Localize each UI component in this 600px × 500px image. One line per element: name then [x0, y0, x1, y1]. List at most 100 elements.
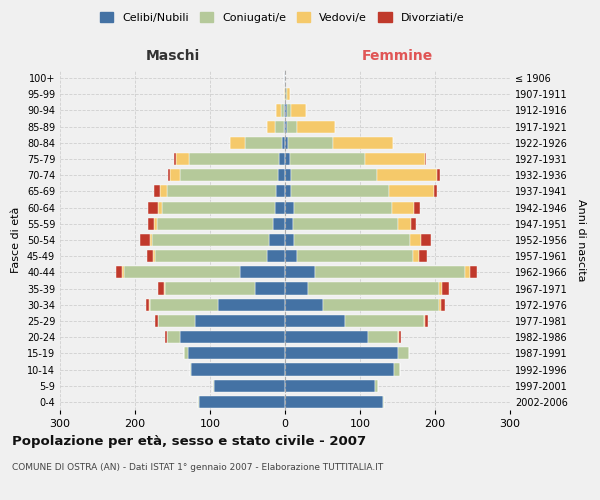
- Bar: [465, 266, 470, 278]
- Text: Femmine: Femmine: [362, 48, 433, 62]
- Bar: [269, 234, 285, 246]
- Bar: [122, 266, 124, 278]
- Bar: [158, 202, 162, 213]
- Bar: [229, 137, 245, 149]
- Bar: [290, 153, 365, 165]
- Bar: [377, 169, 437, 181]
- Bar: [333, 137, 393, 149]
- Bar: [176, 153, 189, 165]
- Text: COMUNE DI OSTRA (AN) - Dati ISTAT 1° gennaio 2007 - Elaborazione TUTTITALIA.IT: COMUNE DI OSTRA (AN) - Dati ISTAT 1° gen…: [12, 462, 383, 471]
- Bar: [297, 250, 413, 262]
- Bar: [146, 298, 149, 311]
- Bar: [267, 120, 275, 132]
- Bar: [439, 282, 442, 294]
- Bar: [285, 218, 293, 230]
- Bar: [392, 202, 414, 213]
- Bar: [157, 218, 273, 230]
- Bar: [148, 202, 158, 213]
- Bar: [285, 315, 345, 327]
- Bar: [168, 169, 170, 181]
- Bar: [275, 120, 284, 132]
- Bar: [191, 364, 285, 376]
- Legend: Celibi/Nubili, Coniugati/e, Vedovi/e, Divorziati/e: Celibi/Nubili, Coniugati/e, Vedovi/e, Di…: [95, 8, 469, 28]
- Bar: [441, 298, 445, 311]
- Bar: [275, 202, 285, 213]
- Bar: [470, 266, 477, 278]
- Bar: [284, 72, 285, 84]
- Bar: [285, 153, 290, 165]
- Bar: [285, 282, 308, 294]
- Bar: [158, 282, 164, 294]
- Bar: [399, 331, 401, 343]
- Bar: [439, 298, 441, 311]
- Bar: [282, 137, 285, 149]
- Bar: [285, 202, 294, 213]
- Bar: [367, 331, 398, 343]
- Bar: [139, 234, 150, 246]
- Bar: [285, 120, 287, 132]
- Bar: [218, 298, 285, 311]
- Bar: [154, 218, 157, 230]
- Bar: [165, 331, 167, 343]
- Bar: [189, 153, 279, 165]
- Bar: [424, 315, 425, 327]
- Bar: [413, 250, 419, 262]
- Bar: [421, 234, 431, 246]
- Bar: [375, 380, 378, 392]
- Bar: [442, 282, 449, 294]
- Bar: [285, 364, 394, 376]
- Bar: [288, 137, 333, 149]
- Bar: [167, 331, 180, 343]
- Text: Popolazione per età, sesso e stato civile - 2007: Popolazione per età, sesso e stato civil…: [12, 435, 366, 448]
- Bar: [195, 315, 285, 327]
- Bar: [287, 120, 297, 132]
- Bar: [398, 348, 409, 360]
- Bar: [165, 282, 255, 294]
- Bar: [291, 186, 389, 198]
- Bar: [154, 186, 160, 198]
- Bar: [383, 396, 384, 408]
- Bar: [419, 250, 427, 262]
- Bar: [285, 396, 383, 408]
- Bar: [410, 234, 421, 246]
- Bar: [433, 186, 437, 198]
- Bar: [267, 250, 285, 262]
- Bar: [291, 169, 377, 181]
- Bar: [273, 218, 285, 230]
- Bar: [285, 137, 288, 149]
- Y-axis label: Anni di nascita: Anni di nascita: [576, 198, 586, 281]
- Bar: [152, 234, 269, 246]
- Bar: [150, 234, 152, 246]
- Bar: [291, 104, 306, 117]
- Bar: [323, 298, 439, 311]
- Bar: [170, 169, 180, 181]
- Bar: [199, 396, 285, 408]
- Bar: [287, 88, 290, 101]
- Bar: [285, 348, 398, 360]
- Bar: [174, 153, 176, 165]
- Bar: [167, 186, 276, 198]
- Bar: [180, 331, 285, 343]
- Bar: [279, 153, 285, 165]
- Bar: [149, 298, 150, 311]
- Bar: [213, 380, 214, 392]
- Bar: [124, 266, 240, 278]
- Bar: [389, 186, 433, 198]
- Bar: [398, 218, 411, 230]
- Bar: [414, 202, 420, 213]
- Bar: [425, 153, 426, 165]
- Bar: [180, 169, 277, 181]
- Bar: [184, 348, 187, 360]
- Bar: [425, 315, 428, 327]
- Bar: [285, 250, 297, 262]
- Bar: [148, 218, 154, 230]
- Bar: [277, 169, 285, 181]
- Y-axis label: Fasce di età: Fasce di età: [11, 207, 21, 273]
- Bar: [240, 266, 285, 278]
- Bar: [162, 202, 275, 213]
- Bar: [245, 137, 282, 149]
- Bar: [285, 104, 287, 117]
- Bar: [293, 218, 398, 230]
- Bar: [437, 169, 440, 181]
- Bar: [297, 120, 335, 132]
